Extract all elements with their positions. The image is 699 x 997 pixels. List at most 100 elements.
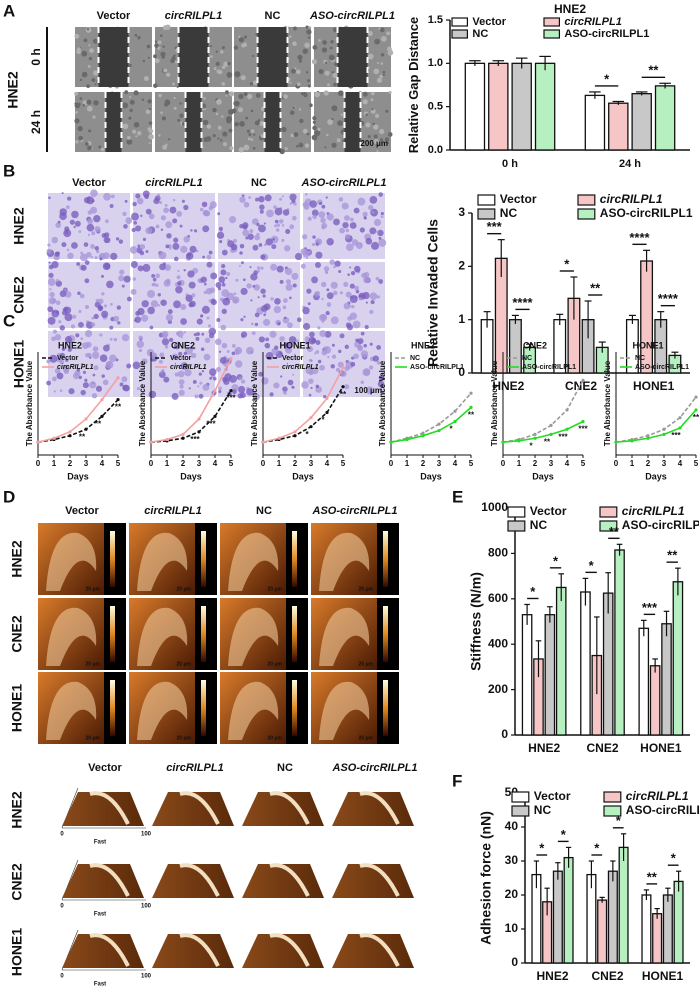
texture — [92, 115, 96, 119]
texture — [147, 99, 152, 104]
cell — [173, 256, 179, 262]
point — [421, 434, 425, 438]
bar — [672, 581, 684, 736]
cell — [362, 291, 370, 300]
point — [181, 436, 185, 440]
x-tick-label: CNE2 — [591, 969, 623, 983]
cell — [100, 274, 105, 278]
cell — [273, 305, 281, 314]
cell — [319, 364, 325, 371]
cell — [219, 356, 227, 364]
cell — [264, 342, 271, 349]
cell — [210, 299, 217, 306]
cell — [330, 364, 335, 369]
cell — [117, 321, 121, 325]
cell — [90, 244, 95, 249]
cell — [110, 302, 113, 306]
texture — [148, 142, 151, 145]
cell — [119, 382, 124, 387]
point — [293, 434, 297, 438]
cell — [164, 345, 169, 349]
cell — [113, 315, 120, 322]
error-bar — [588, 860, 595, 889]
x-tick-label: CNE2 — [586, 741, 618, 755]
legend-label: Vector — [57, 355, 79, 362]
cell — [126, 363, 132, 369]
texture — [376, 61, 380, 65]
texture — [93, 70, 99, 76]
cell — [274, 207, 283, 216]
texture — [331, 105, 338, 112]
point — [694, 395, 698, 399]
legend-swatch — [603, 791, 622, 803]
cell — [344, 234, 351, 240]
cell — [103, 236, 111, 244]
cell — [93, 214, 101, 223]
cell-shape — [46, 607, 97, 666]
texture — [154, 40, 158, 43]
cell — [352, 320, 361, 329]
cell — [302, 234, 308, 240]
axis-label: 0 — [60, 974, 64, 980]
cell — [178, 351, 183, 356]
cell — [61, 310, 68, 316]
texture — [134, 33, 138, 37]
texture — [226, 118, 232, 124]
legend-swatch — [507, 506, 526, 518]
texture — [162, 25, 168, 31]
texture — [312, 125, 317, 131]
cell — [142, 190, 150, 198]
cell — [80, 264, 87, 271]
texture — [83, 38, 88, 43]
cell — [59, 352, 66, 359]
legend-swatch — [577, 194, 596, 206]
cell — [201, 305, 210, 314]
cell — [326, 238, 334, 246]
significance-label: * — [671, 851, 677, 866]
texture — [376, 150, 379, 153]
line — [615, 409, 697, 443]
cell — [326, 302, 332, 307]
error-bar — [675, 567, 681, 596]
texture — [318, 69, 324, 75]
texture — [173, 106, 177, 110]
cell — [259, 204, 265, 210]
cell — [239, 251, 243, 255]
cell — [139, 244, 146, 250]
cell — [331, 343, 335, 347]
y-tick-label: 600 — [488, 591, 508, 605]
cell — [350, 270, 356, 276]
cell — [53, 390, 56, 393]
bar — [544, 614, 556, 736]
cell — [264, 311, 267, 314]
cell — [61, 192, 64, 195]
cell — [64, 313, 73, 322]
texture — [385, 109, 389, 113]
significance-label: ** — [468, 410, 475, 419]
texture — [326, 133, 329, 137]
texture — [305, 25, 309, 29]
point — [437, 422, 441, 426]
cell — [258, 336, 265, 343]
cell — [179, 384, 184, 389]
cell — [333, 265, 336, 269]
cell — [172, 198, 176, 202]
row-label: CNE2 — [9, 863, 25, 901]
cell-shape — [319, 532, 370, 591]
cell — [190, 229, 193, 232]
x-tick-label: 2 — [533, 459, 538, 468]
cell — [183, 269, 186, 272]
cell — [48, 261, 51, 264]
texture — [225, 90, 229, 94]
cell — [285, 228, 291, 235]
cell — [220, 269, 227, 276]
cell — [99, 333, 103, 337]
cell — [153, 198, 160, 205]
cell — [248, 196, 252, 199]
significance-label: *** — [558, 432, 568, 441]
texture — [305, 71, 309, 74]
x-tick-label: 2 — [68, 459, 73, 468]
texture — [227, 61, 231, 66]
cell — [51, 261, 59, 269]
point — [662, 427, 666, 431]
